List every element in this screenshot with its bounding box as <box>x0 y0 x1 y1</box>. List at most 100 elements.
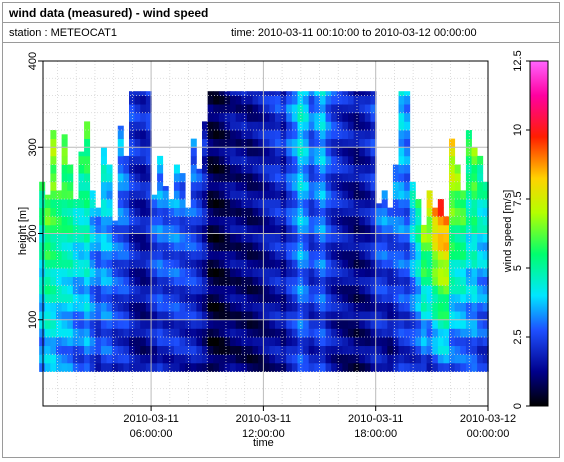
heatmap-cell <box>342 250 349 260</box>
heatmap-cell <box>39 259 46 269</box>
heatmap-cell <box>95 259 102 269</box>
heatmap-cell <box>252 155 259 165</box>
heatmap-cell <box>39 285 46 295</box>
heatmap-cell <box>437 345 444 355</box>
heatmap-cell <box>381 311 388 321</box>
heatmap-cell <box>173 207 180 217</box>
heatmap-cell <box>235 104 242 114</box>
heatmap-cell <box>179 319 186 329</box>
heatmap-cell <box>95 233 102 243</box>
heatmap-cell <box>202 328 209 338</box>
heatmap-cell <box>50 181 57 191</box>
heatmap-cell <box>280 337 287 347</box>
heatmap-cell <box>185 319 192 329</box>
heatmap-cell <box>190 181 197 191</box>
heatmap-cell <box>370 138 377 148</box>
heatmap-cell <box>134 155 141 165</box>
heatmap-cell <box>392 181 399 191</box>
heatmap-cell <box>482 199 489 209</box>
heatmap-cell <box>179 199 186 209</box>
heatmap-cell <box>460 216 467 226</box>
heatmap-cell <box>72 345 79 355</box>
heatmap-cell <box>387 259 394 269</box>
heatmap-cell <box>269 302 276 312</box>
heatmap-cell <box>263 293 270 303</box>
heatmap-cell <box>376 362 383 372</box>
heatmap-cell <box>258 285 265 295</box>
heatmap-cell <box>258 311 265 321</box>
heatmap-cell <box>95 268 102 278</box>
heatmap-cell <box>196 199 203 209</box>
heatmap-cell <box>336 345 343 355</box>
heatmap-cell <box>482 207 489 217</box>
heatmap-cell <box>460 354 467 364</box>
heatmap-cell <box>432 337 439 347</box>
heatmap-cell <box>404 259 411 269</box>
heatmap-cell <box>364 95 371 105</box>
heatmap-cell <box>364 207 371 217</box>
heatmap-cell <box>303 293 310 303</box>
heatmap-cell <box>179 233 186 243</box>
heatmap-cell <box>123 311 130 321</box>
heatmap-cell <box>190 285 197 295</box>
heatmap-cell <box>100 233 107 243</box>
heatmap-cell <box>129 91 136 96</box>
heatmap-cell <box>140 147 147 157</box>
heatmap-cell <box>426 190 433 200</box>
heatmap-cell <box>196 181 203 191</box>
heatmap-cell <box>185 259 192 269</box>
heatmap-cell <box>207 285 214 295</box>
heatmap-cell <box>465 345 472 355</box>
heatmap-cell <box>291 155 298 165</box>
heatmap-cell <box>151 259 158 269</box>
heatmap-cell <box>112 233 119 243</box>
heatmap-cell <box>190 138 197 148</box>
heatmap-cell <box>392 233 399 243</box>
heatmap-cell <box>218 138 225 148</box>
heatmap-cell <box>269 91 276 96</box>
heatmap-cell <box>218 276 225 286</box>
heatmap-cell <box>95 224 102 234</box>
heatmap-cell <box>230 130 237 140</box>
heatmap-cell <box>297 328 304 338</box>
heatmap-cell <box>134 233 141 243</box>
heatmap-cell <box>308 173 315 183</box>
heatmap-cell <box>314 276 321 286</box>
heatmap-cell <box>44 199 51 209</box>
heatmap-cell <box>235 233 242 243</box>
heatmap-cell <box>190 207 197 217</box>
heatmap-cell <box>44 216 51 226</box>
heatmap-cell <box>224 173 231 183</box>
heatmap-cell <box>50 259 57 269</box>
heatmap-cell <box>179 216 186 226</box>
heatmap-cell <box>280 285 287 295</box>
heatmap-cell <box>61 302 68 312</box>
heatmap-cell <box>78 190 85 200</box>
heatmap-cell <box>325 302 332 312</box>
heatmap-cell <box>314 354 321 364</box>
heatmap-cell <box>443 276 450 286</box>
heatmap-cell <box>129 311 136 321</box>
heatmap-cell <box>465 259 472 269</box>
heatmap-cell <box>443 362 450 372</box>
heatmap-cell <box>280 147 287 157</box>
heatmap-cell <box>409 337 416 347</box>
heatmap-cell <box>213 130 220 140</box>
heatmap-cell <box>78 242 85 252</box>
heatmap-cell <box>207 121 214 131</box>
heatmap-cell <box>454 207 461 217</box>
heatmap-cell <box>308 319 315 329</box>
heatmap-cell <box>392 319 399 329</box>
heatmap-cell <box>348 147 355 157</box>
heatmap-cell <box>235 311 242 321</box>
heatmap-cell <box>252 242 259 252</box>
heatmap-cell <box>106 319 113 329</box>
heatmap-cell <box>50 276 57 286</box>
time-range-label: time: 2010-03-11 00:10:00 to 2010-03-12 … <box>231 27 477 39</box>
heatmap-cell <box>263 302 270 312</box>
heatmap-cell <box>246 130 253 140</box>
heatmap-cell <box>84 173 91 183</box>
heatmap-cell <box>89 328 96 338</box>
heatmap-cell <box>129 259 136 269</box>
heatmap-cell <box>235 293 242 303</box>
